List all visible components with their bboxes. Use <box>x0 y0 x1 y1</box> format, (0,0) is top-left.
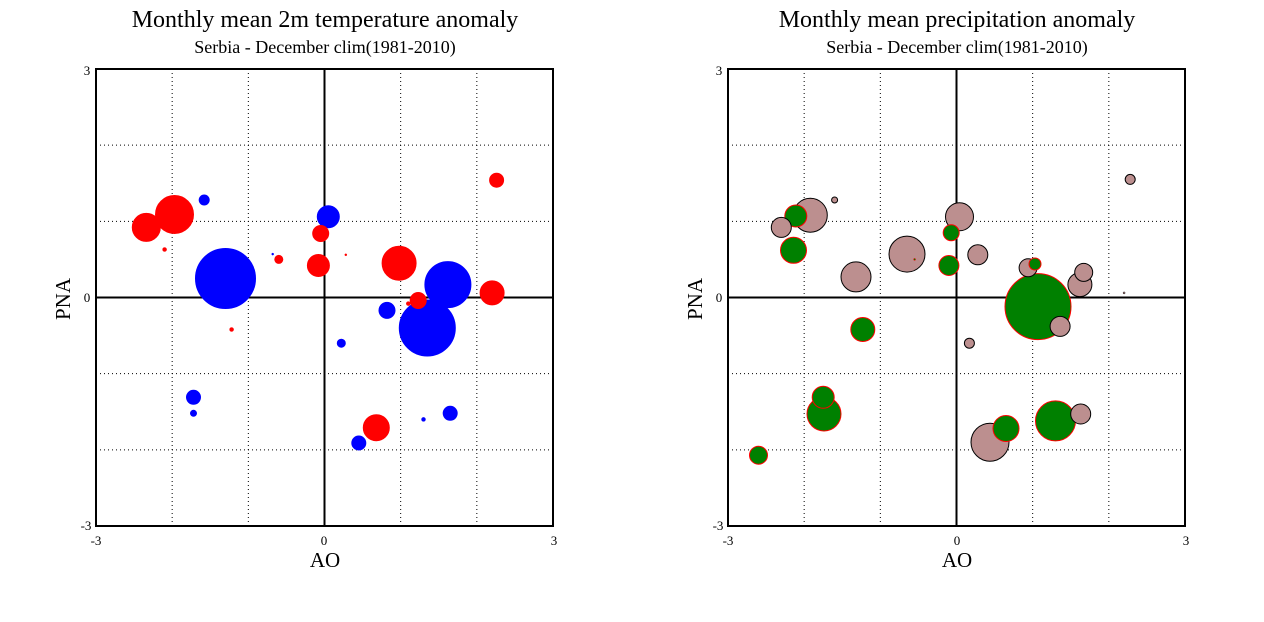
data-point-negative <box>1049 315 1071 337</box>
chart-title: Monthly mean 2m temperature anomaly <box>132 7 519 33</box>
data-point-negative <box>336 338 346 348</box>
data-point-negative <box>424 261 472 309</box>
data-point-negative <box>1070 403 1092 425</box>
data-point-positive <box>162 247 167 252</box>
data-point-positive <box>992 415 1020 442</box>
data-point-positive <box>1028 257 1042 271</box>
chart-title: Monthly mean precipitation anomaly <box>779 7 1136 33</box>
y-tick-label-top: 3 <box>716 63 723 78</box>
data-point-negative <box>198 194 210 206</box>
y-tick-label-bottom: -3 <box>81 518 92 533</box>
data-point-positive <box>155 195 194 234</box>
data-point-positive <box>381 245 417 281</box>
data-point-positive <box>780 236 807 264</box>
data-point-positive <box>362 414 390 442</box>
data-point-positive <box>406 301 411 306</box>
data-point-positive <box>306 254 330 277</box>
data-point-positive <box>344 253 348 257</box>
data-point-negative <box>1124 173 1136 185</box>
precipitation-anomaly-panel: Monthly mean precipitation anomaly Serbi… <box>683 7 1189 572</box>
temperature-anomaly-panel: Monthly mean 2m temperature anomaly Serb… <box>51 7 557 572</box>
data-point-negative <box>945 202 974 232</box>
y-axis-label: PNA <box>683 277 707 320</box>
x-tick-label-middle: 0 <box>321 533 328 548</box>
x-tick-label-right: 3 <box>551 533 558 548</box>
data-point-positive <box>131 212 161 242</box>
data-point-negative <box>271 252 274 256</box>
data-points <box>749 173 1136 465</box>
data-point-negative <box>831 196 839 204</box>
x-tick-label-left: -3 <box>723 533 734 548</box>
y-tick-label-top: 3 <box>84 63 91 78</box>
data-point-positive <box>409 292 427 309</box>
data-point-negative <box>963 337 975 349</box>
data-point-positive <box>229 327 234 332</box>
y-tick-label-middle: 0 <box>84 290 91 305</box>
data-point-negative <box>967 244 989 266</box>
data-point-positive <box>942 224 960 242</box>
data-point-negative <box>378 301 396 319</box>
data-point-negative <box>186 389 201 405</box>
x-tick-label-right: 3 <box>1183 533 1190 548</box>
x-tick-label-left: -3 <box>91 533 102 548</box>
data-point-negative <box>1122 291 1126 295</box>
data-point-positive <box>479 280 505 306</box>
y-tick-label-bottom: -3 <box>713 518 724 533</box>
data-point-negative <box>421 417 426 422</box>
data-point-negative <box>316 205 340 229</box>
data-point-negative <box>888 235 926 273</box>
data-point-positive <box>850 317 876 342</box>
data-point-negative <box>398 299 456 357</box>
data-point-negative <box>190 409 197 417</box>
data-point-negative <box>195 248 256 309</box>
data-point-positive <box>1035 400 1076 442</box>
data-point-negative <box>840 261 872 293</box>
data-point-positive <box>274 254 284 264</box>
x-axis-label: AO <box>942 548 972 572</box>
data-points <box>131 172 505 451</box>
data-point-negative <box>1074 262 1094 282</box>
data-point-positive <box>811 385 835 409</box>
x-axis-label: AO <box>310 548 340 572</box>
data-point-negative <box>351 435 367 451</box>
data-point-negative <box>770 216 792 238</box>
data-point-positive <box>749 445 768 465</box>
data-point-positive <box>312 225 330 242</box>
data-point-positive <box>489 172 505 188</box>
plot-frame <box>95 68 554 527</box>
x-tick-label-middle: 0 <box>954 533 961 548</box>
data-point-positive <box>784 204 808 228</box>
plot-frame <box>727 68 1186 527</box>
chart-subtitle: Serbia - December clim(1981-2010) <box>194 37 455 58</box>
data-point-positive <box>913 258 916 261</box>
data-point-positive <box>938 255 960 276</box>
data-point-negative <box>442 405 458 421</box>
y-tick-label-middle: 0 <box>716 290 723 305</box>
y-axis-label: PNA <box>51 277 75 320</box>
chart-subtitle: Serbia - December clim(1981-2010) <box>826 37 1087 58</box>
